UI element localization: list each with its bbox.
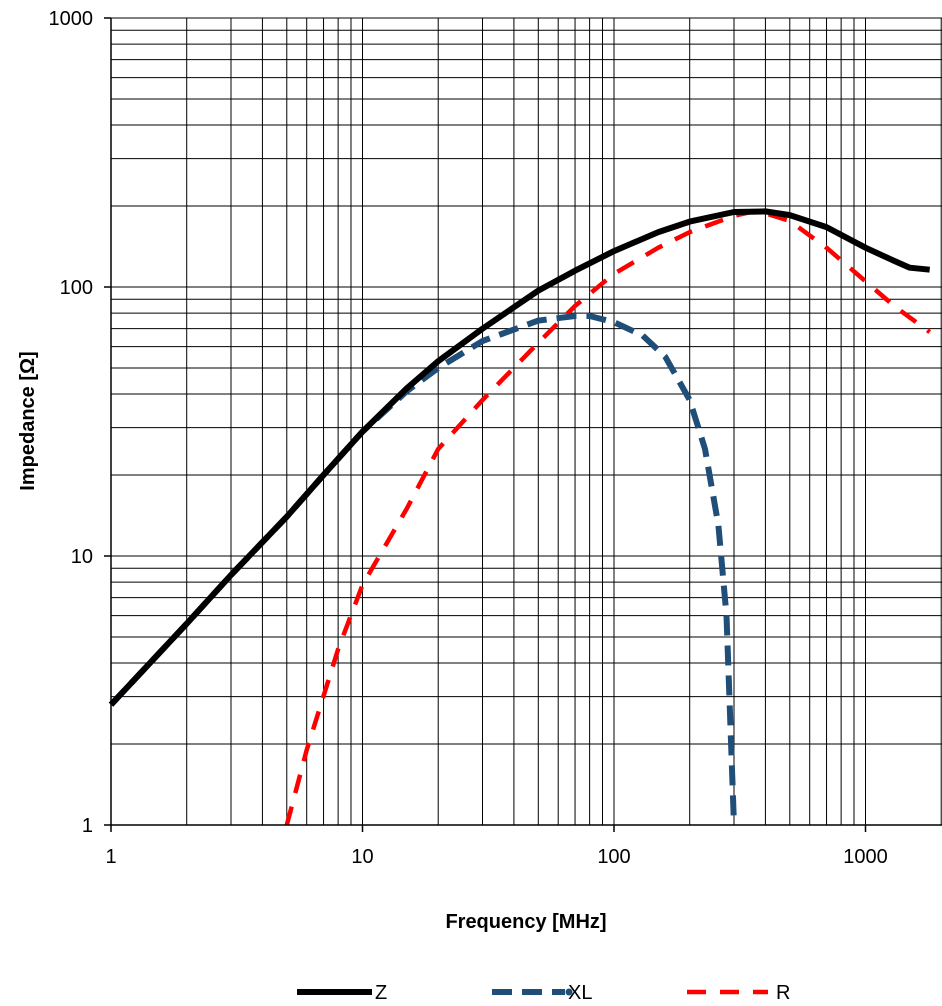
legend-label-xl: XL — [568, 982, 592, 1004]
grid-lines — [104, 17, 942, 832]
series-line-z — [108, 208, 930, 707]
x-axis-title: Frequency [MHz] — [445, 911, 606, 933]
x-tick-label: 10 — [351, 846, 373, 868]
y-tick-label: 1000 — [49, 8, 94, 30]
x-tick-label: 1000 — [843, 846, 888, 868]
series-line-xl — [108, 313, 737, 826]
x-tick-label: 1 — [105, 846, 116, 868]
legend: Z XL R — [297, 982, 790, 1004]
y-axis-title: Impedance [Ω] — [17, 351, 39, 490]
legend-label-z: Z — [375, 982, 387, 1004]
tick-labels: 1 10 100 1000 1 10 100 1000 — [49, 8, 888, 868]
y-tick-label: 10 — [71, 546, 93, 568]
plot-area — [111, 18, 942, 825]
axes — [110, 18, 942, 826]
x-tick-label: 100 — [597, 846, 630, 868]
series-layer — [108, 208, 932, 826]
y-tick-label: 1 — [82, 815, 93, 837]
series-line-r — [284, 209, 932, 826]
y-tick-label: 100 — [60, 277, 93, 299]
legend-marker-xl — [565, 988, 573, 996]
legend-label-r: R — [776, 982, 790, 1004]
